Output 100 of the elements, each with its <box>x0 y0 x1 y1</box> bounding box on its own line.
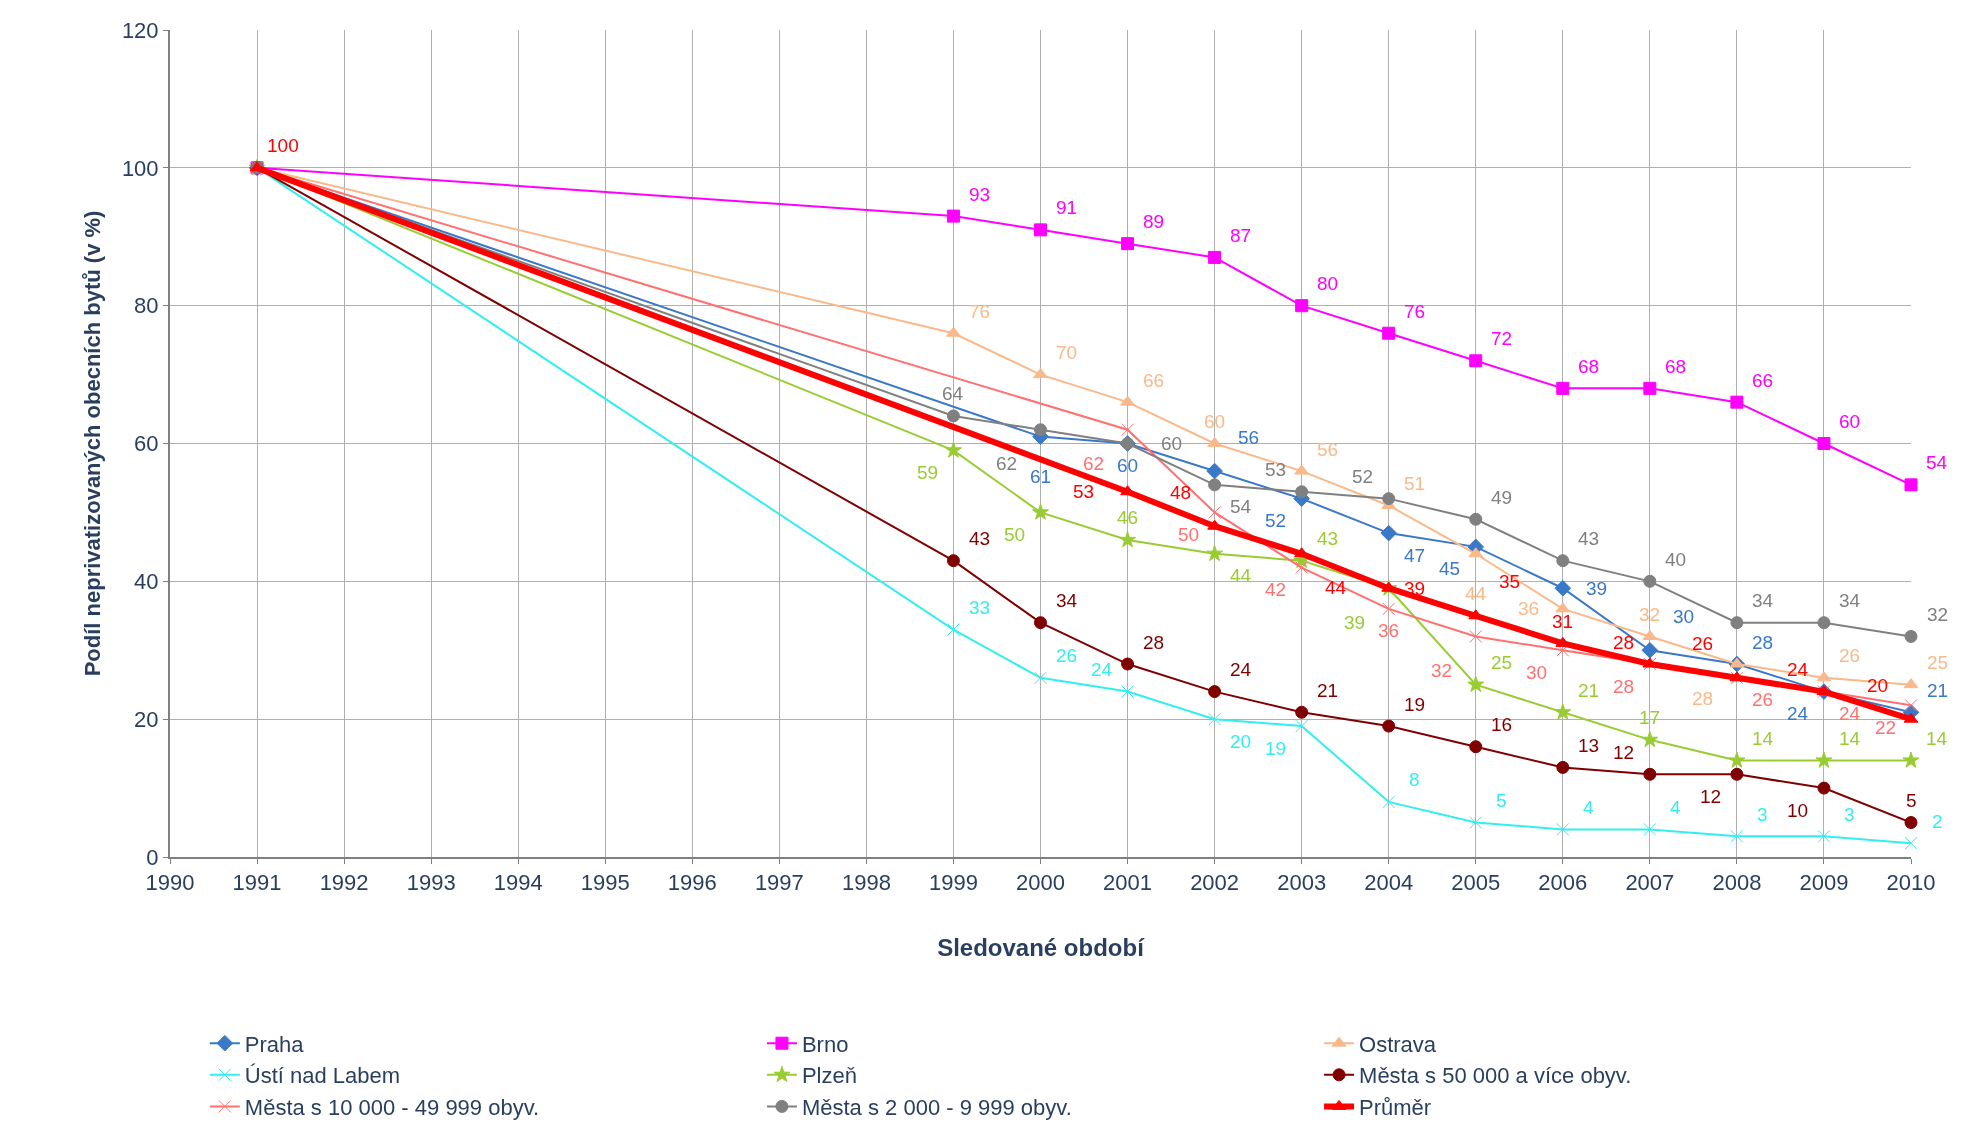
x-tick-label: 2007 <box>1625 870 1675 896</box>
data-label: 43 <box>969 528 991 549</box>
data-label: 44 <box>1325 577 1347 598</box>
data-label: 14 <box>1839 728 1861 749</box>
data-label: 51 <box>1404 473 1426 494</box>
data-label: 70 <box>1056 342 1078 363</box>
x-tick-label: 2005 <box>1451 870 1501 896</box>
data-label: 19 <box>1265 738 1287 759</box>
x-tick-label: 1997 <box>754 870 804 896</box>
x-tick-label: 2009 <box>1799 870 1849 896</box>
y-tick-label: 20 <box>134 706 159 732</box>
x-tick-label: 2004 <box>1364 870 1414 896</box>
data-label: 2 <box>1932 811 1943 832</box>
data-label: 50 <box>1004 524 1026 545</box>
data-label: 32 <box>1431 660 1453 681</box>
data-label: 53 <box>1073 481 1095 502</box>
data-label: 44 <box>1230 565 1252 586</box>
x-tick-label: 1996 <box>667 870 717 896</box>
data-label: 32 <box>1927 604 1949 625</box>
data-label: 24 <box>1839 703 1861 724</box>
y-tick-label: 60 <box>134 431 159 457</box>
data-label: 62 <box>996 453 1018 474</box>
data-label: 54 <box>1230 496 1252 517</box>
data-label: 16 <box>1491 714 1513 735</box>
data-label: 89 <box>1143 211 1165 232</box>
data-label: 87 <box>1230 225 1252 246</box>
data-label: 4 <box>1583 797 1594 818</box>
data-label: 21 <box>1578 680 1600 701</box>
y-tick-label: 100 <box>121 155 159 181</box>
x-axis-title: Sledované období <box>937 934 1146 962</box>
x-tick-label: 2008 <box>1712 870 1762 896</box>
data-label: 76 <box>1404 301 1426 322</box>
data-label: 61 <box>1030 466 1052 487</box>
data-label: 60 <box>1117 455 1139 476</box>
legend-label: Brno <box>801 1031 849 1057</box>
data-label: 25 <box>1491 652 1513 673</box>
data-label: 76 <box>969 301 991 322</box>
x-tick-label: 1999 <box>928 870 978 896</box>
x-tick-label: 2002 <box>1190 870 1240 896</box>
data-label: 20 <box>1230 731 1252 752</box>
data-label: 26 <box>1056 645 1078 666</box>
data-label: 24 <box>1787 659 1809 680</box>
legend-label: Města s 10 000 - 49 999 obyv. <box>244 1094 540 1120</box>
y-tick-label: 80 <box>134 293 159 319</box>
data-label: 28 <box>1692 688 1714 709</box>
data-label: 31 <box>1552 611 1574 632</box>
data-label: 12 <box>1700 786 1722 807</box>
data-label: 30 <box>1526 662 1548 683</box>
data-label: 21 <box>1927 680 1949 701</box>
data-label: 28 <box>1143 632 1165 653</box>
data-label: 19 <box>1404 694 1426 715</box>
data-label: 4 <box>1670 797 1681 818</box>
x-tick-label: 1990 <box>145 870 195 896</box>
y-tick-label: 0 <box>146 844 159 870</box>
data-label: 26 <box>1839 645 1861 666</box>
data-label: 60 <box>1839 411 1861 432</box>
data-label: 46 <box>1117 507 1139 528</box>
x-tick-label: 1998 <box>841 870 891 896</box>
data-label: 52 <box>1352 466 1374 487</box>
data-label: 20 <box>1867 675 1889 696</box>
y-axis-title: Podíl neprivatizovaných obecních bytů (v %) <box>80 210 106 677</box>
data-label: 36 <box>1518 598 1540 619</box>
data-label: 43 <box>1578 528 1600 549</box>
legend-label: Praha <box>244 1031 305 1057</box>
legend-label: Města s 2 000 - 9 999 obyv. <box>801 1094 1072 1120</box>
data-label: 52 <box>1265 510 1287 531</box>
data-label: 39 <box>1586 578 1608 599</box>
data-label: 68 <box>1665 356 1687 377</box>
data-label: 24 <box>1787 703 1809 724</box>
data-label: 14 <box>1752 728 1774 749</box>
data-label: 12 <box>1613 742 1635 763</box>
data-label: 80 <box>1317 273 1339 294</box>
data-label: 48 <box>1170 482 1192 503</box>
data-label: 24 <box>1091 659 1113 680</box>
data-label: 28 <box>1613 676 1635 697</box>
legend-label: Průměr <box>1359 1094 1432 1120</box>
legend-label: Města s 50 000 a více obyv. <box>1359 1063 1632 1089</box>
data-label: 3 <box>1844 804 1855 825</box>
y-tick-label: 120 <box>121 17 159 43</box>
data-label: 53 <box>1265 459 1287 480</box>
data-label: 34 <box>1839 590 1861 611</box>
data-label: 50 <box>1178 524 1200 545</box>
legend-label: Plzeň <box>801 1063 857 1089</box>
data-label: 24 <box>1230 659 1252 680</box>
data-label: 39 <box>1344 612 1366 633</box>
y-tick-label: 40 <box>134 569 159 595</box>
data-label: 35 <box>1499 571 1521 592</box>
data-label: 56 <box>1317 439 1339 460</box>
x-tick-label: 1992 <box>319 870 369 896</box>
data-label: 68 <box>1578 356 1600 377</box>
data-label: 5 <box>1496 790 1507 811</box>
data-label: 59 <box>917 462 939 483</box>
data-label: 56 <box>1238 427 1260 448</box>
data-label: 93 <box>969 184 991 205</box>
x-tick-label: 2003 <box>1277 870 1327 896</box>
data-label: 28 <box>1752 632 1774 653</box>
data-label: 30 <box>1673 606 1695 627</box>
data-label: 26 <box>1752 689 1774 710</box>
data-label: 72 <box>1491 328 1513 349</box>
data-label: 10 <box>1787 800 1809 821</box>
